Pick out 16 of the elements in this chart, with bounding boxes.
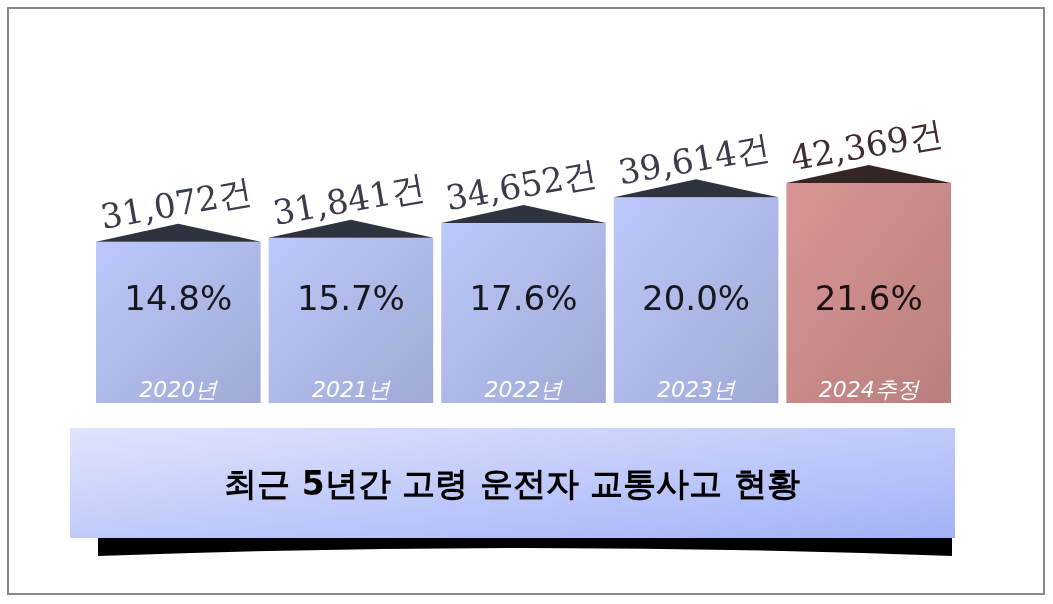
x-tick-label: 2023년 (657, 377, 737, 402)
x-tick-label: 2020년 (139, 377, 219, 402)
data-label: 42,369건 (787, 112, 946, 179)
data-label: 31,072건 (97, 170, 256, 237)
x-tick-label: 2022년 (484, 377, 564, 402)
annotation: 14.8% (124, 278, 233, 318)
x-tick-label: 2021년 (311, 377, 391, 402)
data-label: 39,614건 (615, 126, 773, 193)
annotation: 21.6% (814, 278, 923, 318)
annotation: 17.6% (469, 278, 578, 318)
data-label: 31,841건 (270, 166, 428, 233)
data-label: 34,652건 (442, 152, 601, 219)
annotation: 20.0% (642, 278, 751, 318)
annotation: 15.7% (296, 278, 405, 318)
x-tick-label: 2024추정 (818, 377, 920, 402)
text: 최근 5년간 고령 운전자 교통사고 현황 (224, 464, 800, 503)
